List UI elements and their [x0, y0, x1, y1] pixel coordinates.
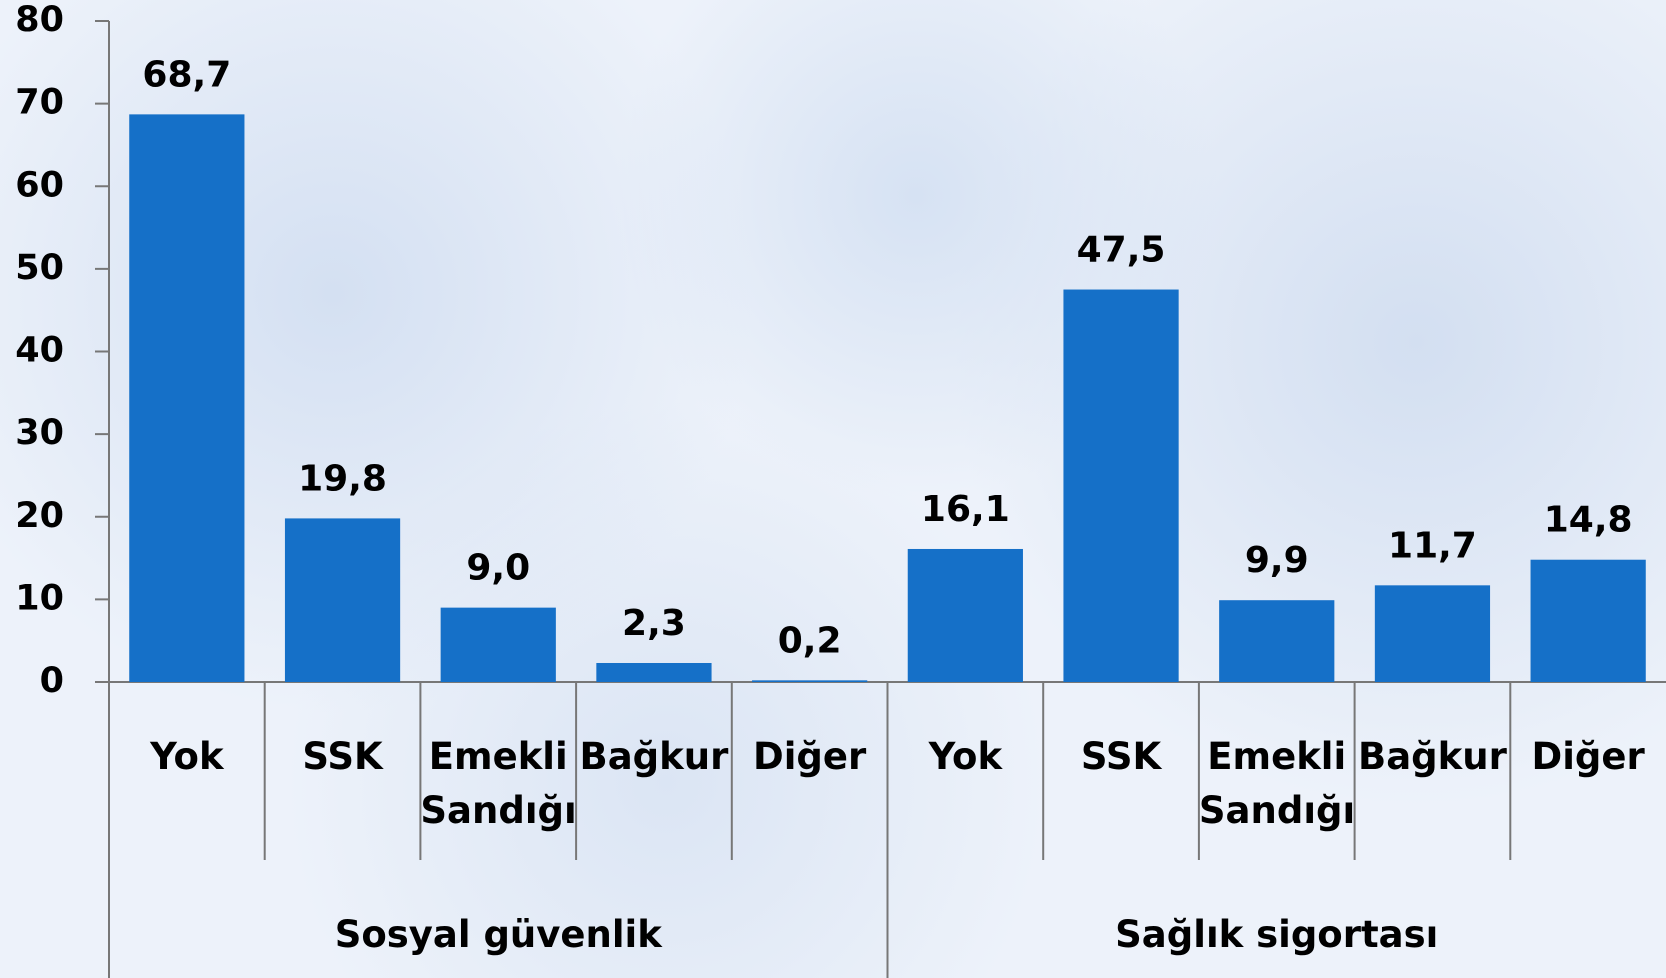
x-tick-label: Emekli Sandığı: [1199, 730, 1355, 837]
plot: 0 10 20 30 40 50 60 70 80 68,7 19,8 9,0 2,3 0,2 16,1 47…: [0, 0, 1666, 978]
bar: [1063, 290, 1178, 682]
bar: [908, 549, 1023, 682]
bar: [285, 518, 400, 682]
y-tick-label: 20: [15, 496, 64, 536]
bar: [596, 663, 711, 682]
y-tick-label: 50: [15, 248, 64, 288]
y-tick-label: 80: [15, 0, 64, 40]
x-tick-label: Diğer: [1510, 730, 1666, 784]
value-label: 14,8: [1544, 500, 1633, 541]
y-tick-label: 40: [15, 331, 64, 371]
group-label: Sosyal güvenlik: [109, 908, 888, 962]
y-tick-label: 0: [40, 661, 64, 701]
group-label: Sağlık sigortası: [888, 908, 1666, 962]
value-label: 2,3: [622, 603, 686, 644]
x-tick-label: SSK: [1043, 730, 1199, 784]
value-label: 9,0: [466, 548, 530, 589]
x-tick-label: Yok: [109, 730, 265, 784]
bar: [129, 114, 244, 682]
bar: [752, 680, 867, 682]
y-tick-label: 30: [15, 413, 64, 453]
value-label: 11,7: [1388, 525, 1477, 566]
x-tick-label: Diğer: [732, 730, 888, 784]
y-tick-label: 10: [15, 578, 64, 618]
value-label: 47,5: [1077, 230, 1166, 271]
x-tick-label: Emekli Sandığı: [420, 730, 576, 837]
x-tick-label: Yok: [888, 730, 1044, 784]
bar: [441, 608, 556, 682]
bar: [1531, 560, 1646, 682]
value-label: 16,1: [921, 489, 1010, 530]
chart: 0 10 20 30 40 50 60 70 80 68,7 19,8 9,0 2,3 0,2 16,1 47…: [0, 0, 1666, 978]
bar: [1375, 585, 1490, 682]
y-tick-label: 60: [15, 165, 64, 205]
x-tick-label: SSK: [265, 730, 421, 784]
value-label: 0,2: [778, 620, 842, 661]
x-tick-label: Bağkur: [576, 730, 732, 784]
bar: [1219, 600, 1334, 682]
value-label: 19,8: [298, 458, 387, 499]
value-label: 9,9: [1245, 540, 1309, 581]
x-tick-label: Bağkur: [1355, 730, 1511, 784]
y-tick-label: 70: [15, 83, 64, 123]
value-label: 68,7: [142, 54, 231, 95]
